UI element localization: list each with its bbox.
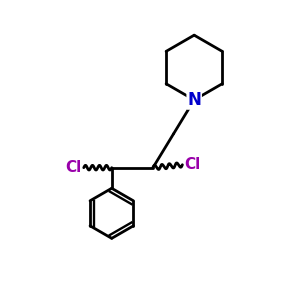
Text: Cl: Cl <box>65 160 81 175</box>
Text: Cl: Cl <box>185 157 201 172</box>
Text: N: N <box>187 91 201 109</box>
